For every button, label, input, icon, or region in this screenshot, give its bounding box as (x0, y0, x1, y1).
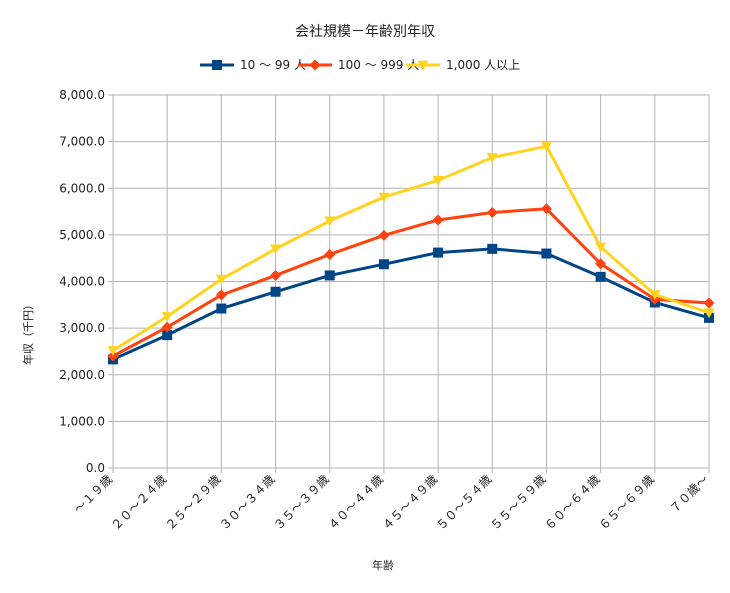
x-tick-label: ５０～５４歳 (434, 472, 495, 533)
data-point (378, 229, 390, 241)
data-point (432, 214, 444, 226)
series-line (112, 144, 710, 352)
y-tick-label: 6,000.0 (59, 181, 105, 195)
y-axis: 0.0 1,000.0 2,000.0 3,000.0 4,000.0 5,000.0 6,… (59, 88, 105, 475)
x-tick-label: ～１９歳 (71, 472, 115, 516)
data-point (270, 244, 282, 255)
legend: 10 ～ 99 人 100 ～ 999 人 1,000 人以上 (200, 58, 520, 72)
series-1 (108, 243, 714, 365)
x-tick-label: ３５～３９歳 (271, 472, 332, 533)
x-tick-label: ７０歳～ (667, 472, 711, 516)
data-point (486, 206, 498, 218)
data-point (432, 175, 444, 186)
legend-item: 100 ～ 999 人 (298, 58, 419, 72)
data-point (107, 346, 119, 357)
data-point (161, 312, 173, 322)
data-point (216, 303, 227, 314)
data-point (703, 297, 715, 309)
chart-title: 会社規模－年齢別年収 (295, 24, 435, 40)
y-tick-label: 8,000.0 (59, 88, 105, 102)
y-tick-label: 3,000.0 (59, 321, 105, 335)
x-tick-label: ６０～６４歳 (542, 472, 603, 533)
x-axis-label: 年齢 (372, 558, 394, 572)
data-point (270, 286, 281, 297)
data-point (540, 203, 552, 215)
data-point (324, 216, 336, 227)
series-2 (107, 203, 715, 362)
y-tick-label: 2,000.0 (59, 368, 105, 382)
legend-item: 10 ～ 99 人 (200, 58, 306, 72)
y-axis-label: 年収（千円） (21, 299, 35, 365)
legend-swatch-marker (417, 60, 429, 71)
y-tick-label: 4,000.0 (59, 275, 105, 289)
data-point (378, 259, 389, 270)
x-tick-label: ２５～２９歳 (163, 472, 224, 533)
data-point (324, 248, 336, 260)
data-point (270, 269, 282, 281)
y-tick-label: 1,000.0 (59, 414, 105, 428)
legend-label: 100 ～ 999 人 (338, 58, 419, 72)
data-point (540, 141, 552, 152)
legend-swatch-marker (309, 59, 321, 71)
y-tick-label: 0.0 (86, 461, 105, 475)
data-point (487, 243, 498, 254)
data-point (378, 192, 390, 203)
x-tick-label: ４０～４４歳 (325, 472, 386, 533)
data-point (595, 258, 607, 270)
x-tick-label: ３０～３４歳 (217, 472, 278, 533)
series-line (112, 247, 710, 361)
x-tick-label: ２０～２４歳 (108, 472, 169, 533)
x-tick-label: ５５～５９歳 (488, 472, 549, 533)
data-point (215, 274, 227, 285)
data-point (324, 270, 335, 281)
data-point (107, 350, 119, 362)
data-point (541, 248, 552, 259)
series-line (112, 207, 710, 358)
data-point (595, 271, 606, 282)
legend-item: 1,000 人以上 (406, 58, 520, 72)
x-tick-label: ４５～４９歳 (379, 472, 440, 533)
data-point (703, 308, 715, 319)
x-axis: ～１９歳２０～２４歳２５～２９歳３０～３４歳３５～３９歳４０～４４歳４５～４９歳… (71, 472, 711, 533)
x-tick-label: ６５～６９歳 (596, 472, 657, 533)
series-group (107, 141, 715, 365)
data-point (649, 290, 661, 301)
data-point (161, 321, 173, 333)
legend-label: 10 ～ 99 人 (240, 58, 306, 72)
y-tick-label: 5,000.0 (59, 228, 105, 242)
data-point (215, 289, 227, 301)
data-point (162, 330, 173, 341)
data-point (595, 242, 607, 253)
y-tick-label: 7,000.0 (59, 135, 105, 149)
data-point (433, 247, 444, 258)
legend-label: 1,000 人以上 (446, 58, 520, 72)
data-point (486, 153, 498, 163)
series-3 (107, 141, 715, 357)
legend-swatch-marker (212, 60, 222, 70)
